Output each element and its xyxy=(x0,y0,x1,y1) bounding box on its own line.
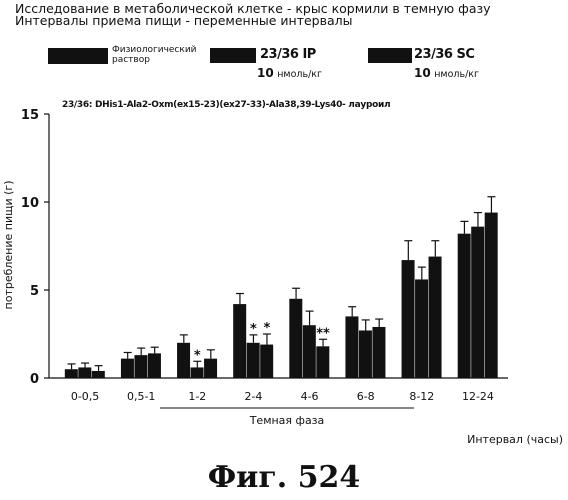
bar xyxy=(247,343,260,378)
bar xyxy=(65,369,78,378)
bar xyxy=(289,299,302,378)
bar xyxy=(429,257,442,378)
x-tick-label: 0,5-1 xyxy=(127,390,155,403)
figure-caption: Фиг. 524 xyxy=(0,460,568,495)
x-tick-label: 2-4 xyxy=(244,390,262,403)
y-tick-label: 15 xyxy=(21,108,39,123)
significance-marker: * xyxy=(250,322,257,337)
bar xyxy=(458,234,471,378)
bar xyxy=(78,367,91,378)
y-tick-label: 0 xyxy=(30,372,39,387)
bar xyxy=(260,345,273,378)
x-tick-label: 1-2 xyxy=(188,390,206,403)
bar xyxy=(191,367,204,378)
significance-marker: ** xyxy=(316,326,330,341)
bar xyxy=(485,213,498,378)
y-axis-label: потребление пищи (г) xyxy=(2,181,15,310)
x-tick-label: 8-12 xyxy=(409,390,434,403)
x-tick-label: 6-8 xyxy=(357,390,375,403)
y-tick-label: 5 xyxy=(30,284,39,299)
x-tick-label: 12-24 xyxy=(462,390,494,403)
significance-marker: * xyxy=(264,321,271,336)
bar xyxy=(359,330,372,378)
bar xyxy=(316,346,329,378)
x-axis-label: Интервал (часы) xyxy=(467,433,563,446)
bar xyxy=(92,371,105,378)
dark-phase-label: Темная фаза xyxy=(249,414,325,427)
chart-bars: ***** xyxy=(65,197,498,378)
significance-marker: * xyxy=(194,348,201,363)
y-tick-label: 10 xyxy=(21,196,39,211)
bar xyxy=(121,359,134,378)
x-tick-label: 0-0,5 xyxy=(71,390,99,403)
x-tick-label: 4-6 xyxy=(301,390,319,403)
bar xyxy=(372,327,385,378)
bar xyxy=(134,355,147,378)
bar xyxy=(204,359,217,378)
food-intake-chart: 0510150-0,50,5-11-22-44-66-88-1212-24 **… xyxy=(0,0,568,460)
bar xyxy=(148,353,161,378)
bar xyxy=(415,279,428,378)
bar xyxy=(345,316,358,378)
bar xyxy=(402,260,415,378)
bar xyxy=(177,343,190,378)
bar xyxy=(471,227,484,378)
bar xyxy=(303,325,316,378)
bar xyxy=(233,304,246,378)
